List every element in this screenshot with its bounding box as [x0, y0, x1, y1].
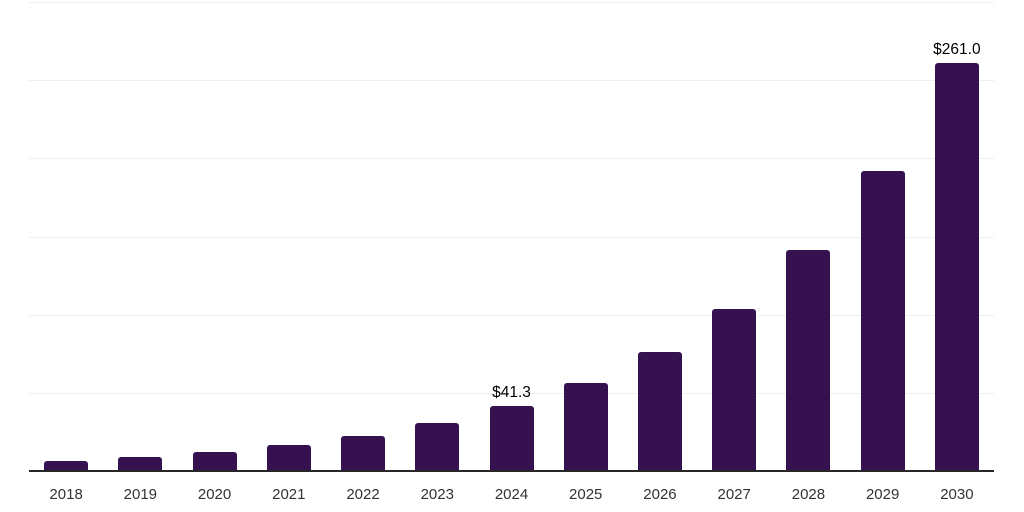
x-axis-line	[29, 470, 994, 472]
x-tick-label-2021: 2021	[272, 486, 306, 503]
gridline-200	[29, 158, 994, 159]
x-tick-label-2024: 2024	[494, 486, 529, 503]
bar-2024	[489, 406, 534, 470]
bar-2019	[118, 457, 163, 470]
bar-2030	[934, 62, 979, 470]
x-tick-label-2023: 2023	[420, 486, 454, 503]
bar-2021	[266, 445, 311, 470]
bar-2023	[415, 423, 460, 470]
x-tick-label-2030: 2030	[940, 486, 974, 503]
x-tick-label-2018: 2018	[49, 486, 83, 503]
gridline-300	[29, 2, 994, 3]
value-label-2024: $41.3	[492, 384, 531, 402]
bar-2028	[786, 250, 831, 470]
bar-2027	[712, 308, 757, 470]
bar-2022	[341, 435, 386, 470]
x-tick-label-2025: 2025	[569, 486, 603, 503]
bar-2020	[192, 451, 237, 470]
bar-2018	[44, 460, 89, 470]
gridline-100	[29, 315, 994, 316]
x-tick-label-2028: 2028	[791, 486, 826, 503]
value-label-2030: $261.0	[933, 40, 981, 58]
x-tick-label-2019: 2019	[123, 486, 158, 503]
bar-2025	[563, 383, 608, 470]
x-tick-label-2022: 2022	[346, 486, 380, 503]
x-tick-label-2020: 2020	[197, 486, 232, 503]
bar-2029	[860, 170, 905, 470]
x-tick-label-2026: 2026	[643, 486, 677, 503]
gridline-50	[29, 393, 994, 394]
gridline-250	[29, 80, 994, 81]
x-tick-label-2027: 2027	[717, 486, 751, 503]
gridline-150	[29, 237, 994, 238]
bar-2026	[637, 351, 682, 470]
x-tick-label-2029: 2029	[865, 486, 900, 503]
